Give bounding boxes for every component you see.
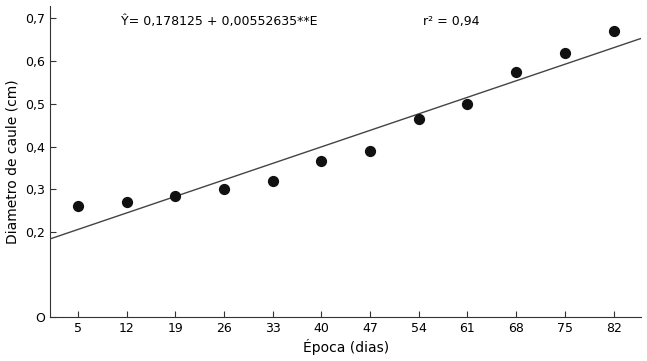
- Point: [463, 101, 473, 107]
- Point: [413, 116, 424, 122]
- X-axis label: Época (dias): Época (dias): [303, 339, 389, 356]
- Text: r² = 0,94: r² = 0,94: [422, 15, 479, 28]
- Point: [170, 193, 181, 199]
- Point: [122, 199, 132, 205]
- Y-axis label: Diametro de caule (cm): Diametro de caule (cm): [6, 79, 19, 244]
- Point: [608, 28, 619, 34]
- Point: [219, 186, 229, 192]
- Point: [316, 158, 327, 164]
- Point: [72, 204, 83, 209]
- Point: [560, 50, 570, 56]
- Point: [511, 69, 521, 75]
- Text: Ŷ= 0,178125 + 0,00552635**E: Ŷ= 0,178125 + 0,00552635**E: [121, 15, 318, 28]
- Point: [267, 178, 278, 184]
- Point: [365, 148, 375, 154]
